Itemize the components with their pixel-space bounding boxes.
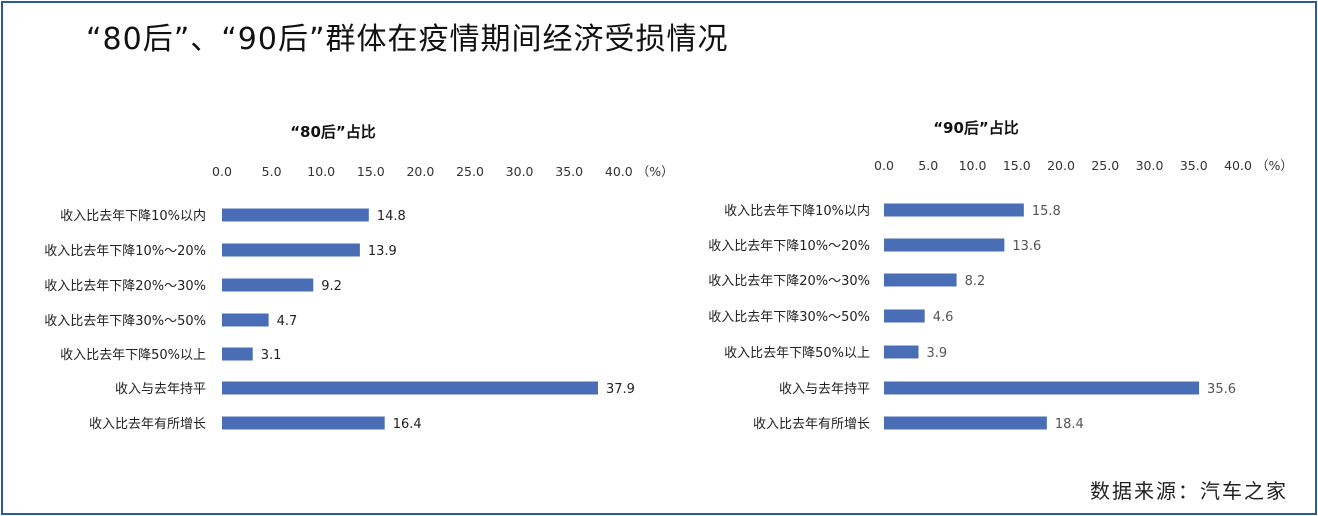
x-tick-label: 35.0 <box>1180 158 1208 173</box>
x-tick-label: 15.0 <box>357 164 385 179</box>
bar <box>884 309 925 323</box>
category-label: 收入比去年下降50%以上 <box>60 348 206 363</box>
x-tick-label: 10.0 <box>307 164 335 179</box>
category-label: 收入比去年有所增长 <box>753 417 870 432</box>
data-label: 18.4 <box>1055 417 1084 432</box>
x-tick-label: 40.0 <box>605 164 633 179</box>
x-tick-label: 15.0 <box>1003 158 1031 173</box>
data-label: 14.8 <box>377 209 406 224</box>
bar <box>222 278 314 292</box>
bar <box>884 238 1005 252</box>
bar <box>884 273 957 287</box>
x-tick-label: 5.0 <box>918 158 938 173</box>
category-label: 收入比去年下降10%以内 <box>724 203 870 219</box>
x-tick-label: 30.0 <box>506 164 534 179</box>
data-label: 37.9 <box>606 382 635 397</box>
chart-90s: “90后”占比 0.0 5.0 10.0 15.0 20.0 25.0 30.0 35.0 40.… <box>708 119 1293 432</box>
x-tick-label: 0.0 <box>874 158 894 173</box>
chart-80s: “80后”占比 0.0 5.0 10.0 15.0 20.0 25.0 30.0 35.0 40.… <box>44 123 673 432</box>
category-label: 收入比去年下降20%～30% <box>44 279 206 294</box>
data-label: 9.2 <box>321 279 342 294</box>
x-tick-label: 30.0 <box>1136 158 1164 173</box>
x-tick-label: 40.0 <box>1224 158 1252 173</box>
bar <box>884 203 1024 217</box>
bar <box>222 243 360 257</box>
category-label: 收入比去年下降50%以上 <box>724 346 870 361</box>
unit-label: （%） <box>637 164 674 179</box>
category-label: 收入比去年下降10%～20% <box>44 244 206 259</box>
category-label: 收入比去年下降30%～50% <box>708 310 870 325</box>
bar <box>222 381 598 395</box>
data-label: 13.9 <box>368 244 397 259</box>
x-tick-label: 25.0 <box>1091 158 1119 173</box>
chart-title: “80后”占比 <box>290 123 376 141</box>
data-label: 4.7 <box>277 314 298 329</box>
x-tick-label: 35.0 <box>555 164 583 179</box>
data-label: 3.9 <box>927 346 948 361</box>
category-label: 收入比去年下降30%～50% <box>44 314 206 329</box>
bar <box>884 381 1200 395</box>
x-tick-label: 0.0 <box>212 164 232 179</box>
data-label: 4.6 <box>933 310 954 325</box>
page-title: “80后”、“90后”群体在疫情期间经济受损情况 <box>86 22 729 57</box>
x-tick-label: 5.0 <box>262 164 282 179</box>
bar <box>222 347 253 361</box>
data-label: 8.2 <box>965 274 986 289</box>
bar <box>884 416 1047 430</box>
x-tick-label: 25.0 <box>456 164 484 179</box>
category-label: 收入比去年有所增长 <box>89 417 206 432</box>
chart-title: “90后”占比 <box>933 119 1019 137</box>
bar <box>222 208 369 222</box>
x-tick-label: 20.0 <box>1047 158 1075 173</box>
category-label: 收入与去年持平 <box>115 382 206 397</box>
data-label: 13.6 <box>1012 239 1041 254</box>
data-label: 35.6 <box>1207 382 1236 397</box>
category-label: 收入比去年下降10%～20% <box>708 239 870 254</box>
bar <box>884 345 919 359</box>
bar <box>222 313 269 327</box>
category-label: 收入与去年持平 <box>779 382 870 397</box>
x-tick-label: 10.0 <box>959 158 987 173</box>
x-tick-label: 20.0 <box>406 164 434 179</box>
unit-label: （%） <box>1256 158 1293 173</box>
data-label: 3.1 <box>261 348 282 363</box>
data-label: 15.8 <box>1032 204 1061 219</box>
category-label: 收入比去年下降10%以内 <box>60 208 206 224</box>
source-note: 数据来源：汽车之家 <box>1090 479 1288 503</box>
data-label: 16.4 <box>393 417 422 432</box>
category-label: 收入比去年下降20%～30% <box>708 274 870 289</box>
bar <box>222 416 385 430</box>
